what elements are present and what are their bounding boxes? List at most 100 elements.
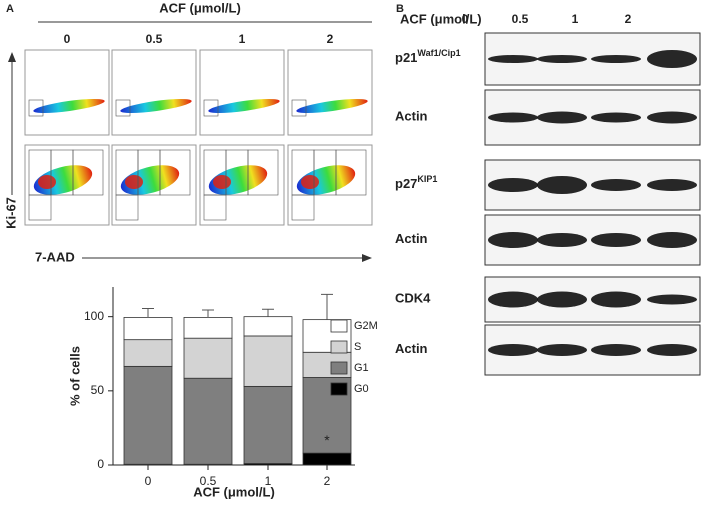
gate bbox=[291, 194, 315, 221]
bar-segment bbox=[243, 316, 293, 337]
band bbox=[488, 344, 538, 356]
band bbox=[488, 112, 538, 123]
band bbox=[537, 176, 587, 194]
band bbox=[647, 294, 697, 305]
band bbox=[591, 233, 641, 247]
bar-segment bbox=[243, 335, 293, 387]
band bbox=[537, 111, 587, 124]
concentration-label: 1 bbox=[572, 12, 579, 26]
protein-name: p27 bbox=[395, 176, 417, 191]
flow-plot bbox=[287, 49, 373, 136]
flow-core bbox=[213, 175, 231, 189]
error-bar bbox=[142, 308, 154, 318]
band bbox=[591, 112, 641, 123]
legend-label: G0 bbox=[354, 383, 369, 395]
legend-label: G1 bbox=[354, 362, 369, 374]
concentration-label: 0 bbox=[64, 32, 71, 46]
band bbox=[488, 232, 538, 248]
blot-label: Actin bbox=[395, 109, 428, 124]
legend-swatch bbox=[330, 382, 348, 396]
x-tick-label: 0 bbox=[145, 474, 152, 488]
band bbox=[488, 178, 538, 192]
band bbox=[537, 291, 587, 308]
x-tick-label: 0.5 bbox=[200, 474, 217, 488]
gate bbox=[28, 194, 52, 221]
panel-label: B bbox=[396, 3, 404, 15]
blot-label: p21Waf1/Cip1 bbox=[395, 48, 461, 65]
band bbox=[647, 232, 697, 248]
y-tick-label: 50 bbox=[91, 383, 105, 397]
concentration-label: 2 bbox=[327, 32, 334, 46]
band bbox=[488, 55, 538, 63]
concentration-label: 0.5 bbox=[146, 32, 163, 46]
band bbox=[647, 344, 697, 356]
legend-label: S bbox=[354, 341, 361, 353]
x-tick-label: 2 bbox=[324, 474, 331, 488]
band bbox=[537, 55, 587, 63]
band bbox=[537, 233, 587, 247]
flow-plot bbox=[199, 49, 285, 136]
blot-label: CDK4 bbox=[395, 291, 431, 306]
flow-cloud bbox=[120, 98, 192, 114]
error-bar bbox=[202, 309, 214, 318]
gate bbox=[115, 194, 139, 221]
band bbox=[591, 179, 641, 191]
flow-cloud bbox=[296, 98, 368, 114]
bar-segment bbox=[123, 339, 173, 367]
flow-plot bbox=[24, 49, 110, 136]
band bbox=[591, 344, 641, 356]
protein-name: CDK4 bbox=[395, 291, 431, 306]
flow-title: ACF (μmol/L) bbox=[159, 0, 241, 15]
flow-cloud bbox=[208, 98, 280, 114]
protein-superscript: KIP1 bbox=[417, 174, 437, 184]
flow-cloud bbox=[33, 98, 105, 114]
gate bbox=[203, 99, 219, 117]
concentration-label: 1 bbox=[239, 32, 246, 46]
blot-label: Actin bbox=[395, 231, 428, 246]
legend-swatch bbox=[330, 361, 348, 375]
band bbox=[647, 111, 697, 124]
x-axis-label: ACF (μmol/L) bbox=[193, 484, 275, 499]
flow-x-label: 7-AAD bbox=[35, 249, 75, 264]
bar-segment bbox=[302, 452, 352, 466]
gate bbox=[115, 99, 131, 117]
concentration-label: 0 bbox=[462, 12, 469, 26]
flow-core bbox=[301, 175, 319, 189]
protein-name: Actin bbox=[395, 231, 428, 246]
flow-y-label: Ki-67 bbox=[3, 197, 18, 229]
band bbox=[647, 179, 697, 191]
legend-swatch bbox=[330, 319, 348, 333]
gate bbox=[335, 149, 367, 196]
blot-label: Actin bbox=[395, 341, 428, 356]
band bbox=[647, 50, 697, 68]
arrow-head bbox=[8, 52, 16, 62]
panel-label: A bbox=[6, 3, 14, 15]
arrow-head bbox=[362, 254, 372, 262]
flow-core bbox=[38, 175, 56, 189]
gate bbox=[72, 149, 104, 196]
flow-core bbox=[125, 175, 143, 189]
bar-segment bbox=[243, 385, 293, 464]
band bbox=[488, 291, 538, 308]
blot-title: ACF (μmol/L) bbox=[400, 11, 482, 26]
bar-segment bbox=[183, 317, 233, 339]
bar-segment bbox=[123, 317, 173, 341]
flow-plot bbox=[111, 49, 197, 136]
concentration-label: 0.5 bbox=[512, 12, 529, 26]
legend-label: G2M bbox=[354, 320, 378, 332]
gate bbox=[291, 99, 307, 117]
protein-name: p21 bbox=[395, 50, 417, 65]
protein-superscript: Waf1/Cip1 bbox=[417, 48, 460, 58]
x-tick-label: 1 bbox=[265, 474, 272, 488]
gate bbox=[203, 194, 227, 221]
significance-mark: * bbox=[324, 432, 330, 448]
blot-label: p27KIP1 bbox=[395, 174, 437, 191]
band bbox=[537, 344, 587, 356]
band bbox=[591, 291, 641, 308]
band bbox=[591, 55, 641, 63]
y-tick-label: 100 bbox=[84, 309, 104, 323]
bar-segment bbox=[123, 365, 173, 465]
gate bbox=[159, 149, 191, 196]
y-tick-label: 0 bbox=[97, 457, 104, 471]
